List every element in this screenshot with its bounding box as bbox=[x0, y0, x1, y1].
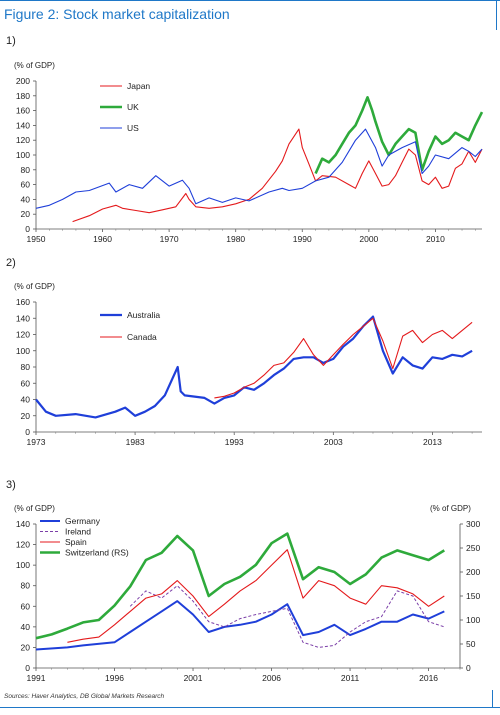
chart1-series-uk-line bbox=[314, 96, 484, 175]
chart3-ytick-right-label: 50 bbox=[466, 639, 476, 649]
chart2-xtick-label: 1973 bbox=[27, 437, 46, 447]
chart1-xtick-label: 1990 bbox=[293, 234, 312, 244]
chart1-ytick-label: 180 bbox=[16, 91, 30, 101]
chart3-series-spain-line bbox=[67, 549, 445, 643]
chart3-ytick-right-label: 150 bbox=[466, 591, 480, 601]
frame-bottom-right-rule bbox=[492, 690, 493, 707]
chart2-legend-label-canada: Canada bbox=[127, 332, 157, 342]
chart2-xtick-label: 2003 bbox=[324, 437, 343, 447]
frame-top-rule bbox=[0, 0, 500, 1]
chart3-ylabel: (% of GDP) bbox=[14, 504, 55, 513]
chart3-ytick-label: 100 bbox=[16, 560, 30, 570]
chart1-legend-label-japan: Japan bbox=[127, 81, 150, 91]
chart3-ytick-label: 40 bbox=[21, 622, 31, 632]
chart3-legend-label-ireland: Ireland bbox=[65, 527, 91, 537]
chart1-ytick-label: 0 bbox=[25, 224, 30, 234]
chart3-xtick-label: 2006 bbox=[262, 673, 281, 683]
chart3-ytick-right-label: 100 bbox=[466, 615, 480, 625]
chart3-ytick-label: 120 bbox=[16, 540, 30, 550]
chart2-ylabel: (% of GDP) bbox=[14, 282, 55, 291]
chart1-xtick-label: 1960 bbox=[93, 234, 112, 244]
chart3-xtick-label: 1991 bbox=[27, 673, 46, 683]
chart2-series-canada-line bbox=[214, 317, 473, 399]
chart3-legend-label-germany: Germany bbox=[65, 516, 101, 526]
chart3-xtick-label: 1996 bbox=[105, 673, 124, 683]
chart3-ytick-right-label: 0 bbox=[466, 663, 471, 673]
chart1-panel-label: 1) bbox=[6, 35, 16, 47]
chart3-ytick-label: 0 bbox=[25, 663, 30, 673]
chart2-panel-label: 2) bbox=[6, 257, 16, 269]
chart1-ytick-label: 140 bbox=[16, 120, 30, 130]
chart1-ytick-label: 80 bbox=[21, 165, 31, 175]
chart1-ytick-label: 200 bbox=[16, 76, 30, 86]
chart3-series-ireland-line bbox=[129, 585, 445, 648]
chart2-xtick-label: 2013 bbox=[423, 437, 442, 447]
chart3-ytick-label: 60 bbox=[21, 601, 31, 611]
chart2-ytick-label: 160 bbox=[16, 297, 30, 307]
chart3-panel-label: 3) bbox=[6, 479, 16, 491]
chart2-ytick-label: 80 bbox=[21, 362, 31, 372]
frame-right-rule bbox=[496, 0, 497, 30]
chart3-legend-label-spain: Spain bbox=[65, 537, 87, 547]
chart1-series-japan-line bbox=[72, 128, 483, 223]
chart3-xtick-label: 2001 bbox=[184, 673, 203, 683]
chart3-ytick-label: 80 bbox=[21, 581, 31, 591]
figure-title: Figure 2: Stock market capitalization bbox=[4, 6, 230, 22]
chart2-ytick-label: 100 bbox=[16, 346, 30, 356]
chart2-xtick-label: 1993 bbox=[225, 437, 244, 447]
chart2-ytick-label: 0 bbox=[25, 427, 30, 437]
chart1-legend-label-uk: UK bbox=[127, 102, 139, 112]
chart3-xtick-label: 2011 bbox=[341, 673, 360, 683]
chart1-ylabel: (% of GDP) bbox=[14, 61, 55, 70]
chart1-ytick-label: 20 bbox=[21, 209, 31, 219]
source-note: Sources: Haver Analytics, DB Global Mark… bbox=[4, 693, 165, 700]
chart3-ytick-right-label: 250 bbox=[466, 543, 480, 553]
chart2-legend-label-australia: Australia bbox=[127, 310, 160, 320]
chart1-xtick-label: 1980 bbox=[226, 234, 245, 244]
chart1-legend-label-us: US bbox=[127, 123, 139, 133]
chart2-ytick-label: 40 bbox=[21, 395, 31, 405]
chart1-ytick-label: 40 bbox=[21, 194, 31, 204]
chart1-ytick-label: 60 bbox=[21, 180, 31, 190]
chart3-ylabel-right: (% of GDP) bbox=[430, 504, 471, 513]
chart3-series-switzerland-rs-line bbox=[35, 532, 445, 640]
chart2-ytick-label: 120 bbox=[16, 330, 30, 340]
chart2-ytick-label: 140 bbox=[16, 313, 30, 323]
chart3-xtick-label: 2016 bbox=[419, 673, 438, 683]
chart2-xtick-label: 1983 bbox=[126, 437, 145, 447]
chart1-series-us-line bbox=[35, 128, 483, 209]
chart2-series-australia-line bbox=[35, 315, 473, 419]
chart3-ytick-label: 140 bbox=[16, 519, 30, 529]
chart1-xtick-label: 2010 bbox=[426, 234, 445, 244]
chart3-ytick-right-label: 200 bbox=[466, 567, 480, 577]
chart3-ytick-right-label: 300 bbox=[466, 519, 480, 529]
chart3-ytick-label: 20 bbox=[21, 642, 31, 652]
chart1-ytick-label: 120 bbox=[16, 135, 30, 145]
chart1-ytick-label: 100 bbox=[16, 150, 30, 160]
chart1-ytick-label: 160 bbox=[16, 106, 30, 116]
chart2-ytick-label: 20 bbox=[21, 411, 31, 421]
chart1-xtick-label: 2000 bbox=[359, 234, 378, 244]
chart1-xtick-label: 1970 bbox=[160, 234, 179, 244]
chart3-legend-label-switzerland-rs: Switzerland (RS) bbox=[65, 548, 129, 558]
chart3-series-germany-line bbox=[35, 600, 445, 651]
frame-bottom-rule bbox=[0, 707, 500, 708]
chart1-xtick-label: 1950 bbox=[27, 234, 46, 244]
chart2-ytick-label: 60 bbox=[21, 378, 31, 388]
